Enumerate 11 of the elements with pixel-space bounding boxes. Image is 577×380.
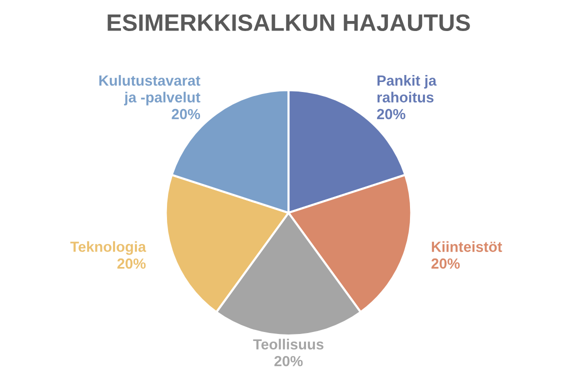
data-label: 20% bbox=[431, 258, 460, 269]
slice-label: Teollisuus bbox=[253, 338, 324, 350]
data-label: 20% bbox=[172, 108, 200, 120]
data-label: 20% bbox=[274, 356, 303, 366]
chart-title: ESIMERKKISALKUN HAJAUTUS bbox=[108, 14, 470, 32]
slice-label: Kulutustavarat ja -palvelut bbox=[99, 75, 200, 106]
slice-label: Kiinteistöt bbox=[432, 241, 502, 252]
slice-label: Teknologia bbox=[70, 241, 146, 255]
data-label: 20% bbox=[117, 258, 146, 269]
slice-label: Pankit ja rahoitus bbox=[378, 75, 437, 102]
data-label: 20% bbox=[377, 108, 406, 120]
